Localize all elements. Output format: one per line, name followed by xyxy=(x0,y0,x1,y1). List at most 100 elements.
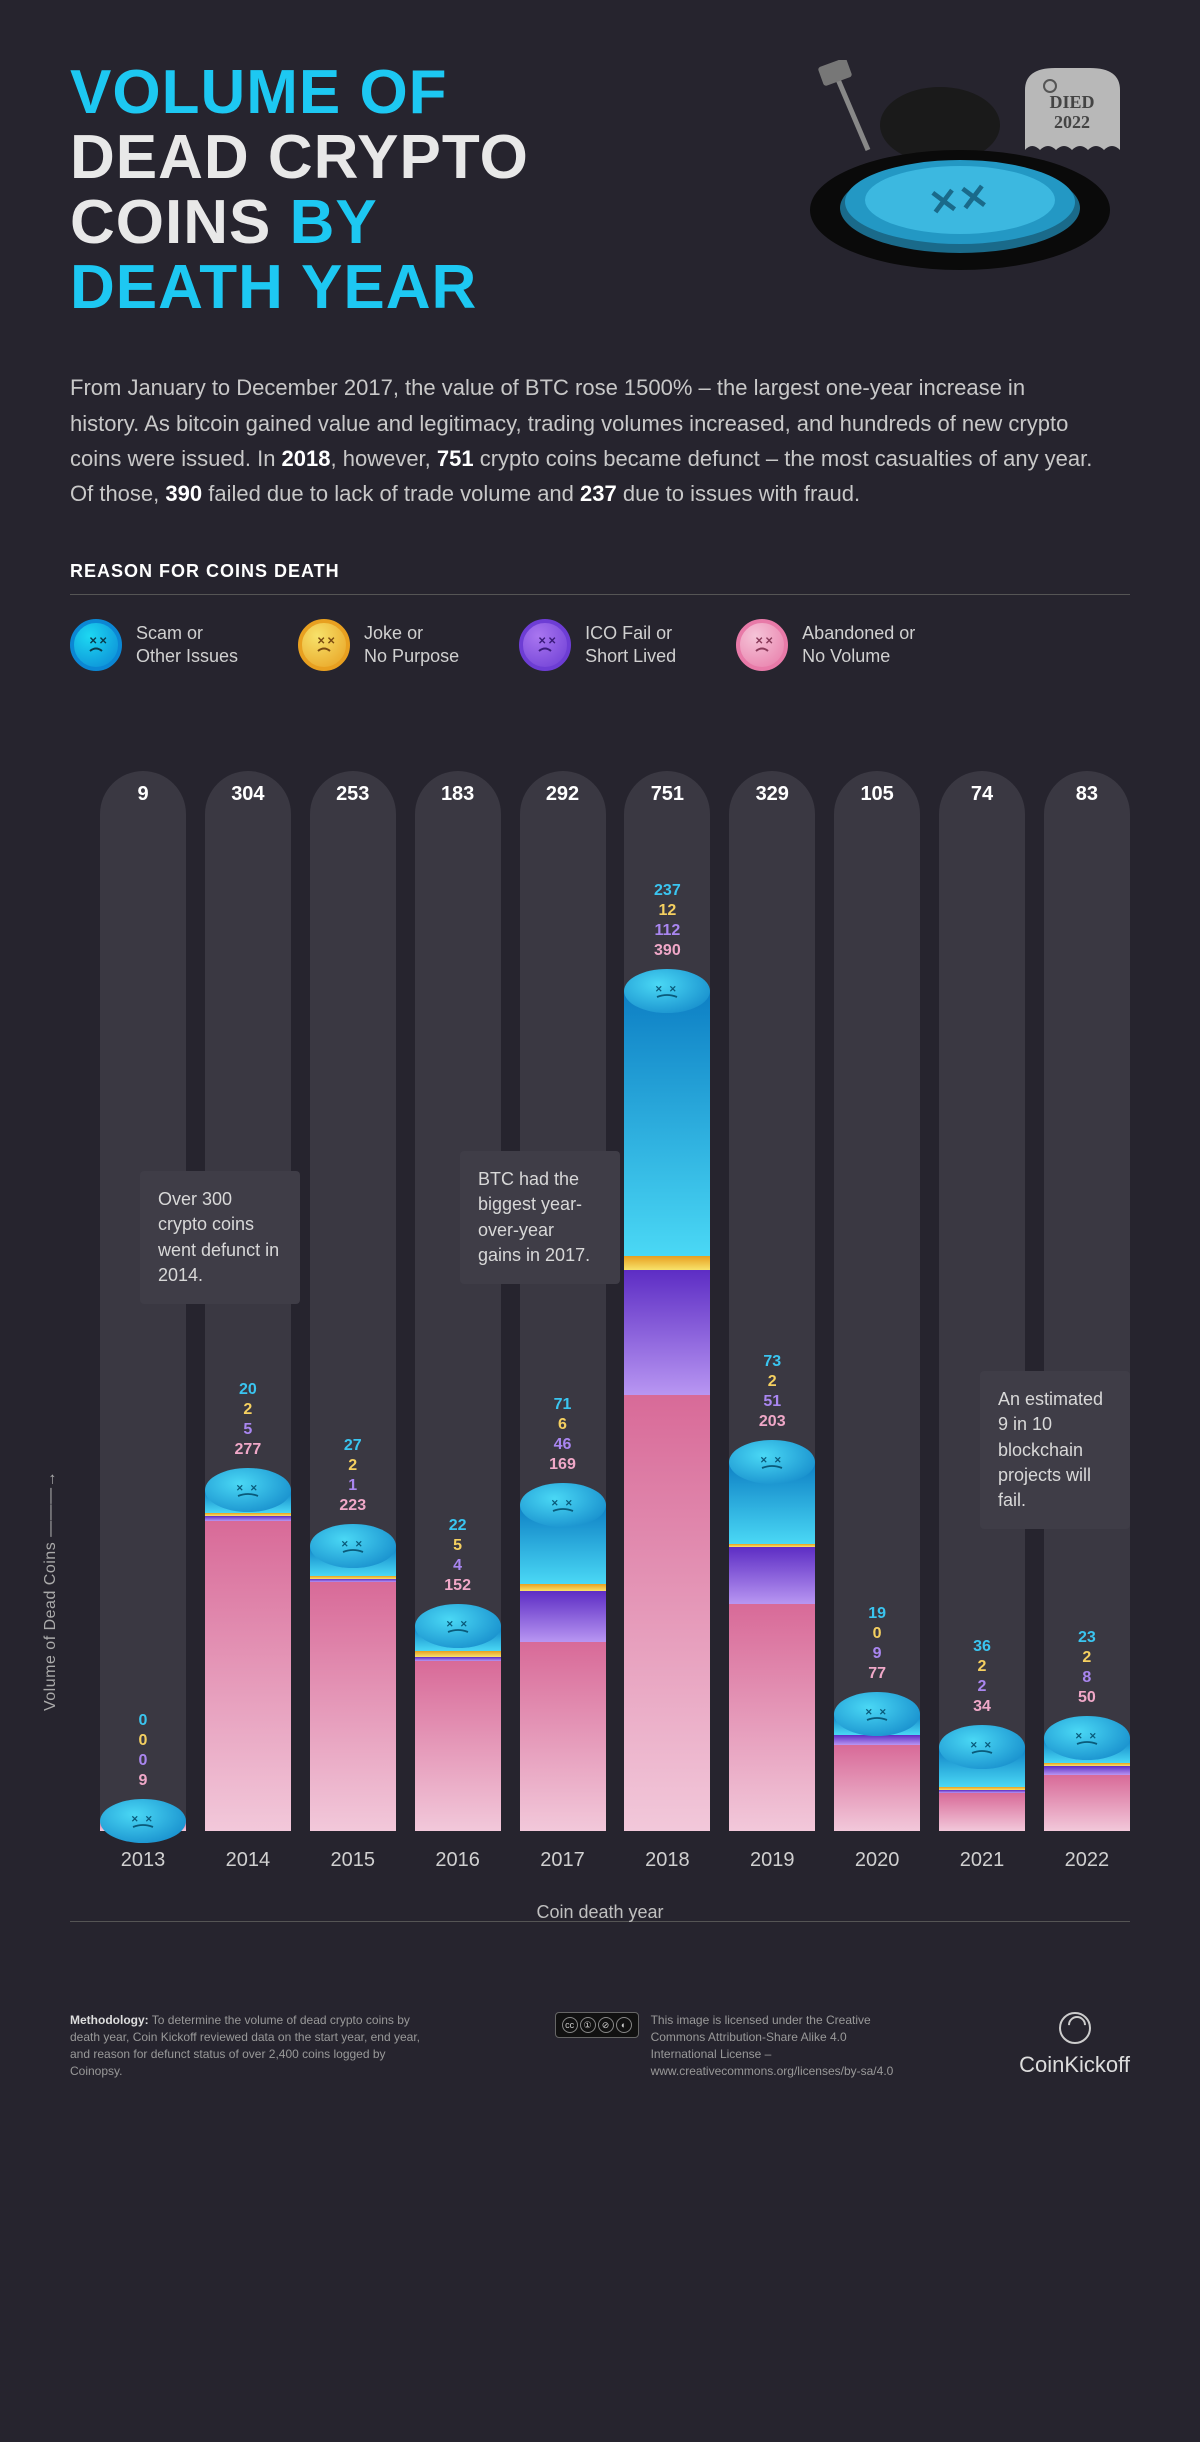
bar-breakdown: 22 5 4 152 xyxy=(444,1516,471,1596)
bar-column-2022: 83 ✕ ✕ 23 2 8 50 xyxy=(1044,771,1130,1831)
license: cc①⊘◐ This image is licensed under the C… xyxy=(555,2012,895,2079)
svg-text:✕: ✕ xyxy=(565,1498,573,1508)
chart: Volume of Dead Coins ———→ 9 ✕✕ 0 0 0 930… xyxy=(70,731,1130,1891)
grave-illustration: DIED 2022 ✕✕ CRYPTO • CRYPTO • CRYPTO xyxy=(790,60,1130,300)
svg-text:✕: ✕ xyxy=(1089,1731,1097,1741)
svg-text:✕: ✕ xyxy=(774,1455,782,1465)
svg-text:✕: ✕ xyxy=(548,636,556,647)
bar-total: 83 xyxy=(1076,783,1098,806)
svg-text:✕: ✕ xyxy=(765,636,773,647)
svg-text:✕: ✕ xyxy=(879,1707,887,1717)
bar-total: 105 xyxy=(860,783,893,806)
year-label: 2018 xyxy=(624,1849,710,1872)
svg-text:✕: ✕ xyxy=(669,984,677,994)
year-label: 2015 xyxy=(310,1849,396,1872)
title-block: VOLUME OF DEAD CRYPTO COINS BY DEATH YEA… xyxy=(70,60,529,320)
svg-text:✕: ✕ xyxy=(236,1483,244,1493)
legend-coin-icon: ✕✕ xyxy=(70,619,122,671)
legend-coin-icon: ✕✕ xyxy=(736,619,788,671)
legend-label: Abandoned orNo Volume xyxy=(802,622,915,669)
intro-text: From January to December 2017, the value… xyxy=(70,370,1100,511)
svg-text:DIED: DIED xyxy=(1049,92,1094,112)
title-line-3: COINS BY xyxy=(70,190,529,255)
svg-text:✕: ✕ xyxy=(970,1740,978,1750)
svg-text:✕: ✕ xyxy=(460,1619,468,1629)
svg-text:✕: ✕ xyxy=(984,1740,992,1750)
legend-coin-icon: ✕✕ xyxy=(298,619,350,671)
bar-total: 253 xyxy=(336,783,369,806)
legend-coin-icon: ✕✕ xyxy=(519,619,571,671)
brand-icon xyxy=(1059,2012,1091,2044)
svg-text:✕: ✕ xyxy=(655,984,663,994)
bar-total: 183 xyxy=(441,783,474,806)
legend-item-3: ✕✕ Abandoned orNo Volume xyxy=(736,619,915,671)
x-axis-label: Coin death year xyxy=(70,1902,1130,1923)
svg-text:2022: 2022 xyxy=(1054,112,1090,132)
bar-column-2018: 751 ✕ ✕ 237 12 112 390 xyxy=(624,771,710,1831)
annotation-2: An estimated 9 in 10 blockchain projects… xyxy=(980,1371,1130,1529)
legend-label: Scam orOther Issues xyxy=(136,622,238,669)
svg-text:✕: ✕ xyxy=(250,1483,258,1493)
bar-breakdown: 237 12 112 390 xyxy=(654,881,681,961)
svg-text:✕: ✕ xyxy=(355,1539,363,1549)
bar-column-2015: 253 ✕✕ 27 2 1 223 xyxy=(310,771,396,1831)
brand-label: CoinKickoff xyxy=(1019,2052,1130,2078)
svg-text:CRYPTO • CRYPTO • CRYPTO: CRYPTO • CRYPTO • CRYPTO xyxy=(790,60,932,63)
svg-text:✕✕: ✕✕ xyxy=(926,175,991,224)
license-text: This image is licensed under the Creativ… xyxy=(651,2012,895,2079)
year-label: 2014 xyxy=(205,1849,291,1872)
cc-badge-icon: cc①⊘◐ xyxy=(555,2012,639,2038)
svg-text:✕: ✕ xyxy=(1075,1731,1083,1741)
bar-breakdown: 36 2 2 34 xyxy=(973,1637,991,1717)
title-line-4: DEATH YEAR xyxy=(70,255,529,320)
svg-text:✕: ✕ xyxy=(317,636,325,647)
methodology: Methodology: To determine the volume of … xyxy=(70,2012,430,2079)
title-line-1: VOLUME OF xyxy=(70,60,529,125)
bar-total: 74 xyxy=(971,783,993,806)
legend: ✕✕ Scam orOther Issues ✕✕ Joke orNo Purp… xyxy=(70,619,1130,671)
footer: Methodology: To determine the volume of … xyxy=(70,1982,1130,2079)
bar-total: 292 xyxy=(546,783,579,806)
bar-breakdown: 19 0 9 77 xyxy=(868,1604,886,1684)
year-label: 2019 xyxy=(729,1849,815,1872)
year-label: 2020 xyxy=(834,1849,920,1872)
bar-column-2016: 183 ✕✕ 22 5 4 152 xyxy=(415,771,501,1831)
svg-text:✕: ✕ xyxy=(538,636,546,647)
svg-text:✕: ✕ xyxy=(760,1455,768,1465)
year-label: 2016 xyxy=(415,1849,501,1872)
bar-breakdown: 20 2 5 277 xyxy=(235,1380,262,1460)
legend-item-2: ✕✕ ICO Fail orShort Lived xyxy=(519,619,676,671)
legend-item-0: ✕✕ Scam orOther Issues xyxy=(70,619,238,671)
svg-text:✕: ✕ xyxy=(145,1814,153,1824)
bar-total: 9 xyxy=(137,783,148,806)
svg-text:✕: ✕ xyxy=(755,636,763,647)
svg-text:✕: ✕ xyxy=(327,636,335,647)
legend-item-1: ✕✕ Joke orNo Purpose xyxy=(298,619,459,671)
brand: CoinKickoff xyxy=(1019,2012,1130,2078)
divider xyxy=(70,594,1130,595)
bar-total: 329 xyxy=(756,783,789,806)
header: VOLUME OF DEAD CRYPTO COINS BY DEATH YEA… xyxy=(70,60,1130,320)
svg-text:✕: ✕ xyxy=(341,1539,349,1549)
annotation-1: BTC had the biggest year-over-year gains… xyxy=(460,1151,620,1284)
svg-text:✕: ✕ xyxy=(865,1707,873,1717)
year-label: 2022 xyxy=(1044,1849,1130,1872)
bar-total: 751 xyxy=(651,783,684,806)
svg-text:✕: ✕ xyxy=(131,1814,139,1824)
svg-text:✕: ✕ xyxy=(551,1498,559,1508)
bar-breakdown: 23 2 8 50 xyxy=(1078,1628,1096,1708)
bar-total: 304 xyxy=(231,783,264,806)
bar-breakdown: 0 0 0 9 xyxy=(139,1711,148,1791)
bar-column-2021: 74 ✕ ✕ 36 2 2 34 xyxy=(939,771,1025,1831)
legend-label: ICO Fail orShort Lived xyxy=(585,622,676,669)
svg-text:✕: ✕ xyxy=(89,636,97,647)
bar-column-2017: 292 ✕ ✕ 71 6 46 169 xyxy=(520,771,606,1831)
legend-label: Joke orNo Purpose xyxy=(364,622,459,669)
title-line-2: DEAD CRYPTO xyxy=(70,125,529,190)
year-label: 2013 xyxy=(100,1849,186,1872)
bar-breakdown: 73 2 51 203 xyxy=(759,1352,786,1432)
y-axis-label: Volume of Dead Coins ———→ xyxy=(42,1471,60,1711)
svg-text:✕: ✕ xyxy=(99,636,107,647)
bar-breakdown: 71 6 46 169 xyxy=(549,1395,576,1475)
year-label: 2021 xyxy=(939,1849,1025,1872)
